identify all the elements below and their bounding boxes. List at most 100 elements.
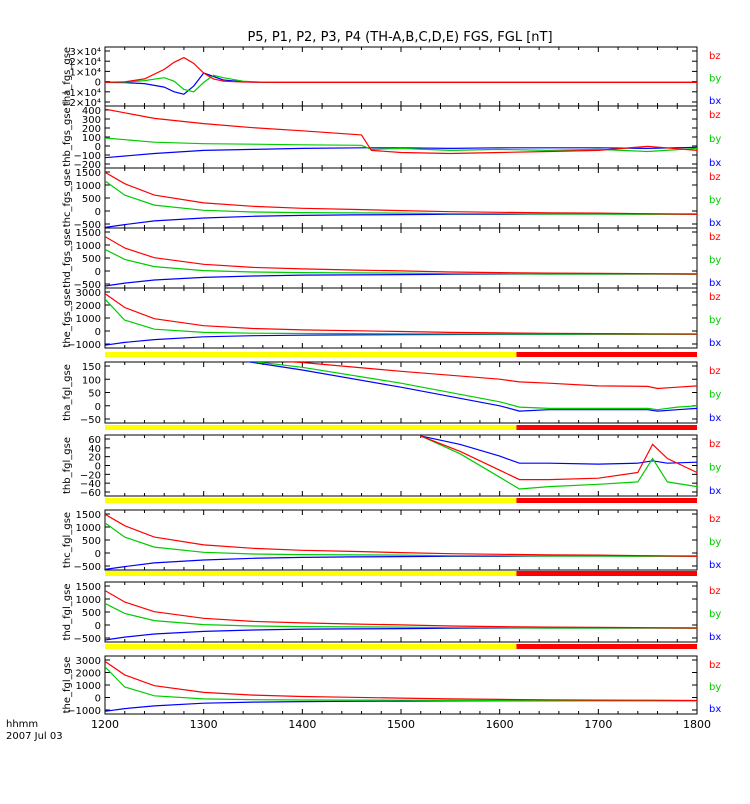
series-line-by (105, 602, 697, 629)
y-axis-label: thd_fgl_gse (62, 584, 73, 641)
panel-frame (104, 105, 698, 169)
chart-title: P5, P1, P2, P3, P4 (TH-A,B,C,D,E) FGS, F… (247, 30, 552, 45)
series-line-bz (105, 108, 697, 155)
y-tick-label: −1×10⁴ (61, 88, 101, 99)
series-group (105, 56, 697, 95)
y-tick-label: 2000 (76, 669, 101, 680)
y-tick-label: −500 (74, 562, 101, 573)
legend-label-bz: bz (709, 586, 721, 597)
legend-label-bx: bx (709, 338, 721, 349)
mode-bar-late (516, 571, 697, 576)
y-tick-label: 0 (95, 549, 101, 560)
y-axis-label: thd_fgs_gse (62, 228, 73, 287)
legend-label-bx: bx (709, 632, 721, 643)
y-axis-label: thc_fgl_gse (62, 512, 73, 568)
mode-bar-early (105, 425, 517, 430)
legend-label-by: by (709, 463, 721, 474)
y-tick-label: −100 (74, 151, 101, 162)
series-group (245, 362, 697, 412)
legend-label-bz: bz (709, 292, 721, 303)
y-tick-label: 0 (95, 694, 101, 705)
series-line-by (105, 180, 697, 215)
y-tick-label: 200 (82, 124, 101, 135)
y-tick-label: 100 (82, 375, 101, 386)
y-tick-label: 3×10⁴ (70, 47, 101, 58)
y-tick-label: −1000 (67, 340, 101, 351)
y-axis-label: thb_fgs_gse (62, 107, 73, 166)
series-line-by (105, 248, 697, 275)
series-line-by (105, 522, 697, 557)
y-tick-label: 300 (82, 115, 101, 126)
y-tick-label: 3000 (76, 288, 101, 299)
y-tick-label: 0 (95, 621, 101, 632)
x-tick-label: 1500 (387, 718, 415, 731)
legend-label-bz: bz (709, 172, 721, 183)
series-line-bz (105, 513, 697, 557)
panel-frame (104, 227, 698, 289)
series-line-bz (105, 236, 697, 275)
y-tick-label: −50 (80, 415, 101, 426)
legend-label-bz: bz (709, 514, 721, 525)
series-group (105, 660, 697, 712)
series-group (420, 435, 697, 490)
x-tick-label: 1300 (190, 718, 218, 731)
series-group (105, 590, 697, 641)
y-tick-label: 1000 (76, 181, 101, 192)
y-tick-label: 1500 (76, 582, 101, 593)
y-tick-label: 500 (82, 254, 101, 265)
y-tick-label: 40 (88, 444, 101, 455)
y-tick-label: −1000 (67, 706, 101, 717)
legend-label-bz: bz (709, 232, 721, 243)
series-group (105, 108, 697, 159)
series-line-bz (105, 171, 697, 215)
mode-bar-late (516, 498, 697, 503)
legend-label-bx: bx (709, 96, 721, 107)
y-tick-label: −20 (80, 470, 101, 481)
panel-frame (104, 46, 698, 107)
x-tick-label: 1800 (683, 718, 711, 731)
y-tick-label: 400 (82, 106, 101, 117)
legend-label-by: by (709, 195, 721, 206)
legend-label-by: by (709, 255, 721, 266)
series-line-bz (105, 56, 697, 84)
y-tick-label: 50 (88, 389, 101, 400)
series-line-by (252, 362, 697, 411)
series-line-by (105, 298, 697, 335)
y-tick-label: 1500 (76, 228, 101, 239)
series-line-bz (105, 660, 697, 702)
panel-frame (104, 655, 698, 715)
series-line-by (105, 74, 697, 93)
y-tick-label: 0 (95, 402, 101, 413)
y-tick-label: 0 (95, 267, 101, 278)
legend-label-bz: bz (709, 110, 721, 121)
y-tick-label: 500 (82, 608, 101, 619)
panel-6: 150 100 50 0 −50 tha_fgl_gse bz by bx (62, 361, 721, 426)
legend-label-bx: bx (709, 158, 721, 169)
mode-bar-early (105, 571, 517, 576)
y-tick-label: 20 (88, 453, 101, 464)
mode-bar-early (105, 644, 517, 649)
y-tick-label: −500 (74, 634, 101, 645)
legend-label-by: by (709, 74, 721, 85)
y-tick-label: 2×10⁴ (70, 57, 101, 68)
y-axis-label: the_fgl_gse (62, 657, 73, 714)
y-axis-label: tha_fgl_gse (62, 364, 73, 421)
y-tick-label: −200 (74, 160, 101, 171)
series-group (105, 171, 697, 228)
series-group (105, 513, 697, 570)
series-line-bz (420, 435, 697, 481)
y-tick-label: 500 (82, 536, 101, 547)
legend-label-bx: bx (709, 560, 721, 571)
y-tick-label: 0 (95, 462, 101, 473)
legend-label-by: by (709, 315, 721, 326)
legend-label-bz: bz (709, 51, 721, 62)
y-tick-label: 60 (88, 435, 101, 446)
y-axis-label: thc_fgs_gse (62, 169, 73, 228)
